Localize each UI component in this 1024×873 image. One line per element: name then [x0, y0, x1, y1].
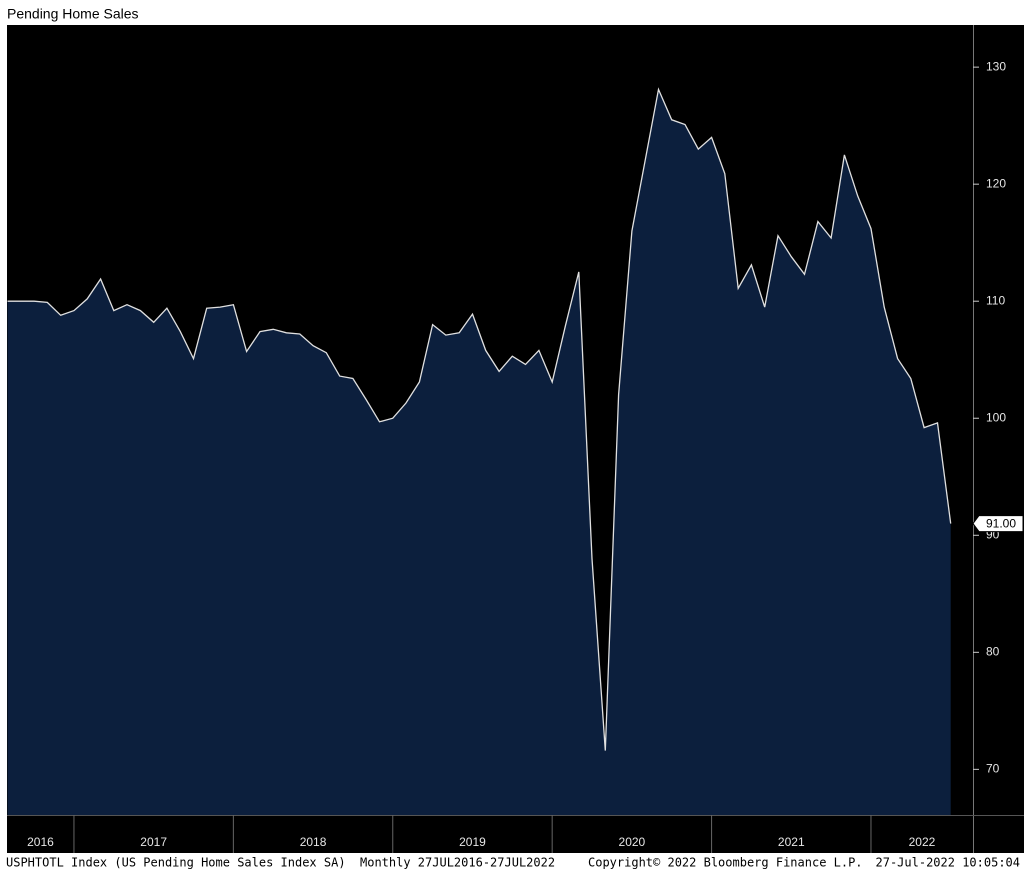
footer-copyright: Copyright© 2022 Bloomberg Finance L.P.	[588, 856, 863, 870]
x-tick-label: 2016	[27, 835, 54, 849]
y-tick-label: 80	[986, 644, 1000, 658]
x-tick-label: 2020	[619, 835, 646, 849]
x-tick-label: 2018	[300, 835, 327, 849]
y-tick-label: 100	[986, 410, 1006, 424]
y-tick-label: 110	[986, 293, 1005, 307]
x-tick-label: 2017	[140, 835, 167, 849]
area-fill	[7, 89, 951, 815]
y-tick-label: 130	[986, 59, 1006, 73]
last-value-label: 91.00	[986, 517, 1016, 531]
footer-source: USPHTOTL Index (US Pending Home Sales In…	[6, 856, 555, 870]
y-tick-label: 70	[986, 762, 1000, 776]
x-tick-label: 2021	[778, 835, 805, 849]
y-tick-label: 120	[986, 176, 1006, 190]
chart-title: Pending Home Sales	[7, 6, 139, 22]
x-tick-label: 2022	[909, 835, 936, 849]
line	[7, 87, 952, 751]
last-value-box	[972, 515, 1024, 533]
footer-timestamp: 27-Jul-2022 10:05:04	[876, 856, 1021, 870]
x-tick-label: 2019	[459, 835, 486, 849]
